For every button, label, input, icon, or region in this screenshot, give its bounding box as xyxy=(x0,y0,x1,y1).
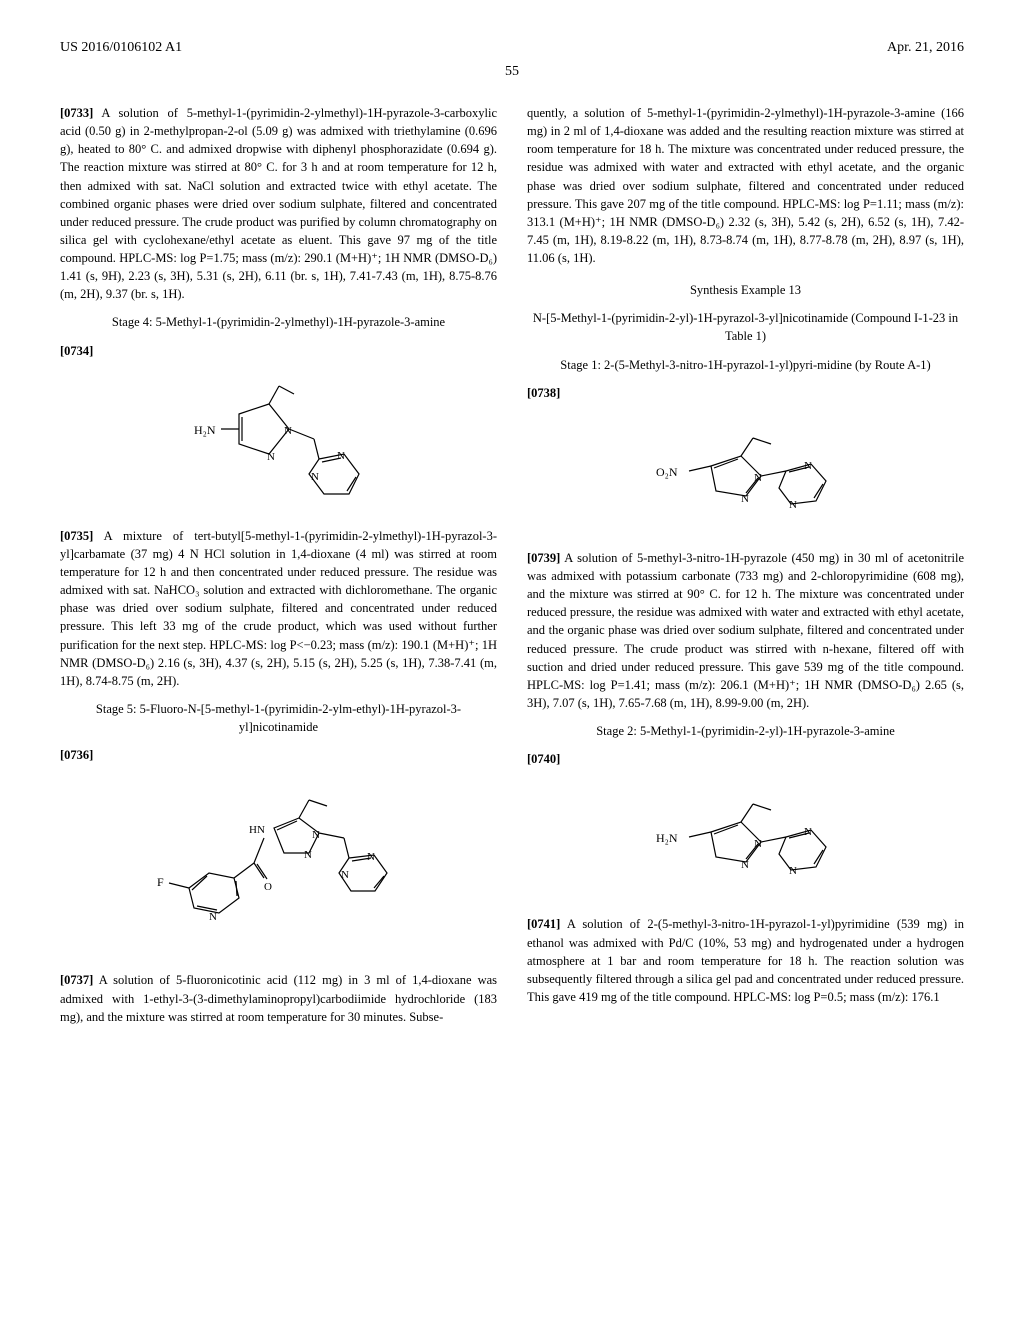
svg-text:N: N xyxy=(311,471,319,483)
paragraph-cont: quently, a solution of 5-methyl-1-(pyrim… xyxy=(527,104,964,267)
compound-title: N-[5-Methyl-1-(pyrimidin-2-yl)-1H-pyrazo… xyxy=(527,309,964,345)
synthesis-title: Synthesis Example 13 xyxy=(527,281,964,299)
svg-text:N: N xyxy=(209,911,217,923)
para-num: [0735] xyxy=(60,529,93,543)
chemical-structure-2: N F O HN N N xyxy=(60,778,497,953)
stage2-title: Stage 2: 5-Methyl-1-(pyrimidin-2-yl)-1H-… xyxy=(527,722,964,740)
paragraph-0737: [0737] A solution of 5-fluoronicotinic a… xyxy=(60,971,497,1025)
svg-text:N: N xyxy=(267,451,275,463)
svg-text:H₂N: H₂N xyxy=(656,831,678,845)
stage5-title: Stage 5: 5-Fluoro-N-[5-methyl-1-(pyrimid… xyxy=(60,700,497,736)
paragraph-0733: [0733] A solution of 5-methyl-1-(pyrimid… xyxy=(60,104,497,303)
page-number: 55 xyxy=(60,64,964,80)
para-num: [0733] xyxy=(60,106,93,120)
para-text: A solution of 5-methyl-3-nitro-1H-pyrazo… xyxy=(527,551,964,710)
svg-text:H₂N: H₂N xyxy=(194,423,216,437)
paragraph-0739: [0739] A solution of 5-methyl-3-nitro-1H… xyxy=(527,549,964,712)
svg-text:N: N xyxy=(337,450,345,462)
para-text: A solution of 5-methyl-1-(pyrimidin-2-yl… xyxy=(60,106,497,301)
svg-text:N: N xyxy=(789,865,797,877)
para-num: [0737] xyxy=(60,973,93,987)
stage4-title: Stage 4: 5-Methyl-1-(pyrimidin-2-ylmethy… xyxy=(60,313,497,331)
para-num: [0741] xyxy=(527,917,560,931)
para-text: A solution of 2-(5-methyl-3-nitro-1H-pyr… xyxy=(527,917,964,1004)
svg-text:N: N xyxy=(754,838,762,850)
paragraph-0740: [0740] xyxy=(527,750,964,768)
svg-text:N: N xyxy=(304,849,312,861)
para-num: [0738] xyxy=(527,386,560,400)
paragraph-0736: [0736] xyxy=(60,746,497,764)
svg-text:N: N xyxy=(367,851,375,863)
chemical-structure-1: N N N N H₂N xyxy=(60,374,497,509)
para-num: [0740] xyxy=(527,752,560,766)
svg-text:N: N xyxy=(741,493,749,505)
svg-text:O: O xyxy=(264,881,272,893)
right-column: quently, a solution of 5-methyl-1-(pyrim… xyxy=(527,104,964,1036)
paragraph-0741: [0741] A solution of 2-(5-methyl-3-nitro… xyxy=(527,915,964,1006)
svg-text:N: N xyxy=(804,460,812,472)
patent-date: Apr. 21, 2016 xyxy=(887,40,964,56)
para-num: [0739] xyxy=(527,551,560,565)
para-num: [0734] xyxy=(60,344,93,358)
para-text: A solution of 5-fluoronicotinic acid (11… xyxy=(60,973,497,1023)
svg-text:N: N xyxy=(341,869,349,881)
left-column: [0733] A solution of 5-methyl-1-(pyrimid… xyxy=(60,104,497,1036)
svg-text:N: N xyxy=(754,472,762,484)
svg-text:N: N xyxy=(284,425,292,437)
para-num: [0736] xyxy=(60,748,93,762)
svg-text:N: N xyxy=(789,499,797,511)
para-text: A mixture of tert-butyl[5-methyl-1-(pyri… xyxy=(60,529,497,688)
paragraph-0735: [0735] A mixture of tert-butyl[5-methyl-… xyxy=(60,527,497,690)
para-text: quently, a solution of 5-methyl-1-(pyrim… xyxy=(527,106,964,265)
svg-text:N: N xyxy=(741,859,749,871)
svg-text:HN: HN xyxy=(249,824,265,836)
svg-text:F: F xyxy=(157,875,164,889)
svg-text:N: N xyxy=(312,829,320,841)
patent-number: US 2016/0106102 A1 xyxy=(60,40,182,56)
svg-text:N: N xyxy=(804,826,812,838)
chemical-structure-4: N N H₂N N N xyxy=(527,782,964,897)
svg-text:O₂N: O₂N xyxy=(656,465,678,479)
stage1-title: Stage 1: 2-(5-Methyl-3-nitro-1H-pyrazol-… xyxy=(527,356,964,374)
columns-container: [0733] A solution of 5-methyl-1-(pyrimid… xyxy=(60,104,964,1036)
paragraph-0734: [0734] xyxy=(60,342,497,360)
paragraph-0738: [0738] xyxy=(527,384,964,402)
chemical-structure-3: N N O₂N N N xyxy=(527,416,964,531)
